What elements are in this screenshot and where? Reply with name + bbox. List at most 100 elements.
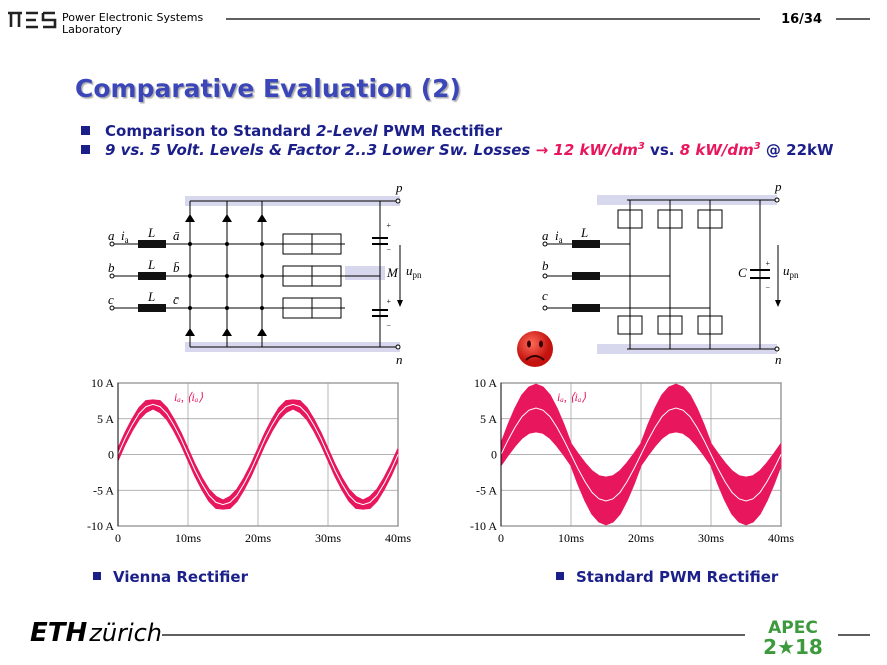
inductor [572, 272, 600, 280]
y-tick-label: -10 A [470, 519, 497, 533]
node [260, 242, 264, 246]
series-line [500, 430, 782, 526]
terminal [109, 273, 115, 279]
terminal [395, 344, 401, 350]
x-tick-label: 30ms [698, 531, 724, 545]
y-tick-label: 5 A [97, 412, 114, 426]
label: upn [406, 263, 422, 280]
label: a [542, 228, 549, 243]
caption: Standard PWM Rectifier [576, 568, 779, 586]
slide-title: Comparative Evaluation (2) [75, 74, 461, 103]
igbt [657, 315, 683, 335]
inductor [138, 240, 166, 248]
bullet-text: Comparison to Standard 2-Level PWM Recti… [105, 122, 503, 140]
node [225, 306, 229, 310]
series-line [500, 407, 782, 502]
series-line [117, 403, 399, 506]
y-tick-label: -5 A [476, 483, 497, 497]
label: n [775, 352, 782, 367]
diode [222, 328, 232, 336]
circuit-labels: p n a b c L L L ā b̄ c̄ ia M upn + − + −… [108, 179, 799, 367]
label: ia [121, 228, 129, 245]
bullet [81, 126, 90, 135]
x-tick-label: 30ms [315, 531, 341, 545]
label: M [386, 265, 399, 280]
annotation: iₐ, ⟨iₐ⟩ [557, 390, 586, 404]
bullet [81, 145, 90, 154]
inductor [138, 304, 166, 312]
x-tick-label: 40ms [768, 531, 794, 545]
apec-logo: APEC [768, 618, 818, 638]
label: + [386, 221, 391, 230]
sad-face [517, 331, 553, 367]
y-tick-label: -5 A [93, 483, 114, 497]
label: b [108, 260, 115, 275]
node [225, 242, 229, 246]
arrow [775, 300, 781, 307]
lab-name: Laboratory [62, 23, 122, 36]
series-line [117, 407, 399, 510]
diode [257, 214, 267, 222]
label: p [395, 180, 403, 195]
label: + [386, 297, 391, 306]
diode [185, 328, 195, 336]
x-tick-label: 10ms [175, 531, 201, 545]
terminal [395, 198, 401, 204]
terminal [542, 273, 548, 279]
label: p [774, 179, 782, 194]
igbt [657, 209, 683, 229]
igbt [697, 209, 723, 229]
y-tick-label: 0 [491, 448, 497, 462]
label: L [147, 225, 155, 240]
label: C [738, 265, 747, 280]
lab-name: Power Electronic Systems [62, 11, 203, 24]
node [188, 242, 192, 246]
igbt [617, 315, 643, 335]
terminal [542, 241, 548, 247]
diode [257, 328, 267, 336]
y-tick-label: 10 A [91, 376, 114, 390]
node [260, 274, 264, 278]
label: L [147, 289, 155, 304]
diode [185, 214, 195, 222]
x-tick-label: 40ms [385, 531, 411, 545]
x-tick-label: 10ms [558, 531, 584, 545]
x-tick-label: 0 [115, 531, 121, 545]
label: L [580, 225, 588, 240]
label: n [396, 352, 403, 367]
bullet [556, 572, 564, 580]
x-tick-label: 0 [498, 531, 504, 545]
bullet-text: 9 vs. 5 Volt. Levels & Factor 2..3 Lower… [105, 141, 834, 159]
terminal [542, 305, 548, 311]
terminal [774, 197, 780, 203]
apec-year: 2★18 [763, 635, 823, 659]
series-line [500, 383, 782, 479]
x-tick-label: 20ms [628, 531, 654, 545]
y-tick-label: -10 A [87, 519, 114, 533]
label: − [765, 283, 770, 292]
label: − [386, 245, 391, 254]
eth-logo: ETHzürich [30, 618, 162, 648]
label: ā [173, 228, 180, 243]
terminal [774, 346, 780, 352]
y-tick-label: 10 A [474, 376, 497, 390]
page-number: 16/34 [781, 12, 822, 27]
y-tick-label: 5 A [480, 412, 497, 426]
diode [222, 214, 232, 222]
pes-logo [8, 11, 57, 29]
y-tick-label: 0 [108, 448, 114, 462]
inductor [572, 304, 600, 312]
series-line [117, 399, 399, 502]
label: c [108, 292, 114, 307]
annotation: iₐ, ⟨iₐ⟩ [174, 390, 203, 404]
igbt [697, 315, 723, 335]
label: − [386, 321, 391, 330]
label: upn [783, 263, 799, 280]
x-tick-label: 20ms [245, 531, 271, 545]
label: a [108, 228, 115, 243]
label: L [147, 257, 155, 272]
node [260, 306, 264, 310]
terminal [109, 241, 115, 247]
